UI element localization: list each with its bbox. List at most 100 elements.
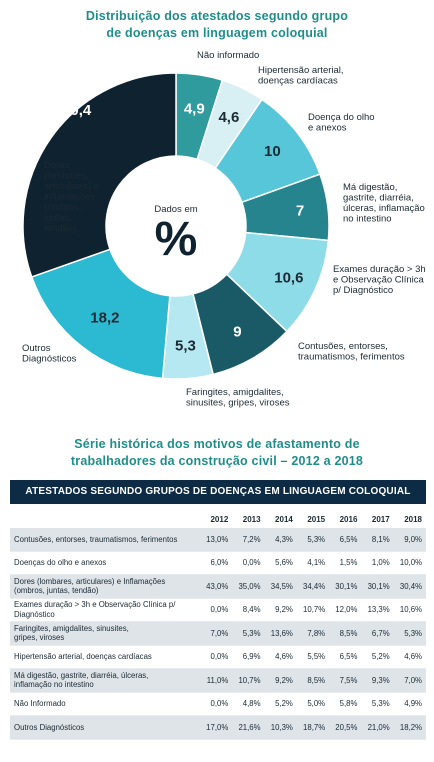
row-value-cell: 7,8% [296,621,330,646]
row-value-cell: 7,0% [393,668,426,693]
slice-category-label: Contusões, entorses, traumatismos, ferime… [298,341,405,363]
row-value-cell: 43,0% [200,574,233,599]
historical-table: 2012 2013 2014 2015 2016 2017 2018 Contu… [10,510,426,740]
row-value-cell: 13,0% [200,528,233,552]
slice-category-label: Doença do olho e anexos [308,112,375,134]
center-percent-symbol: % [155,213,198,266]
slice-value-label: 18,2 [90,310,119,327]
donut-title-line-1: Distribuição dos atestados segundo grupo [85,9,349,23]
row-value-cell: 9,0% [393,528,426,552]
row-category-name: Não Informado [10,692,200,716]
row-category-name: Má digestão, gastrite, diarréia, úlceras… [10,668,200,693]
donut-slice [22,72,177,278]
row-value-cell: 21,6% [232,715,265,740]
row-value-cell: 1,5% [329,551,362,575]
row-value-cell: 0,0% [200,645,233,669]
year-header: 2016 [339,514,358,524]
row-category-name: Dores (lombares, articulares) e Inflamaç… [10,574,200,599]
row-value-cell: 10,7% [232,668,265,693]
slice-value-label: 10 [264,143,281,160]
row-value-cell: 4,9% [393,692,426,716]
table-row: Dores (lombares, articulares) e Inflamaç… [10,574,426,599]
row-value-cell: 5,3% [296,528,330,552]
row-value-cell: 8,5% [296,668,330,693]
table-row: Hipertensão arterial, doenças cardíacas 0… [10,645,426,669]
row-value-cell: 13,3% [361,598,394,622]
row-value-cell: 6,0% [200,551,233,575]
row-value-cell: 4,1% [296,551,330,575]
row-category-name: Faringites, amigdalites, sinusites, gripe… [10,621,200,646]
row-value-cell: 7,5% [329,668,362,693]
table-row: Outros Diagnósticos 17,0% 21,6% 10,3% 18,7% 2… [10,715,426,740]
year-header: 2012 [210,514,229,524]
row-value-cell: 5,8% [329,692,362,716]
row-value-cell: 10,0% [393,551,426,575]
row-value-cell: 21,0% [361,715,394,740]
year-header: 2013 [242,514,261,524]
row-value-cell: 4,3% [264,528,297,552]
row-value-cell: 8,5% [329,621,362,646]
row-value-cell: 20,5% [329,715,362,740]
row-value-cell: 11,0% [200,668,233,693]
center-caption: Dados em [154,204,197,215]
year-header: 2014 [275,514,293,524]
row-value-cell: 0,0% [200,692,233,716]
table-header-bar: ATESTADOS SEGUNDO GRUPOS DE DOENÇAS EM L… [10,480,426,504]
row-value-cell: 7,2% [232,528,265,552]
row-value-cell: 34,4% [296,574,330,599]
row-category-name: Hipertensão arterial, doenças cardíacas [10,645,200,669]
slice-value-label: 5,3 [175,338,196,355]
row-value-cell: 4,8% [232,692,265,716]
row-value-cell: 13,6% [264,621,297,646]
row-category-name: Exames duração > 3h e Observação Clínica… [10,598,200,622]
slice-labels: Não informado Hipertensão arterial, doença… [22,50,426,409]
row-value-cell: 9,2% [264,668,297,693]
table-body: Contusões, entorses, traumatismos, ferim… [10,528,426,740]
row-value-cell: 30,1% [361,574,394,599]
year-header: 2017 [371,514,390,524]
row-value-cell: 5,3% [361,692,394,716]
row-category-name: Doenças do olho e anexos [10,551,200,575]
row-value-cell: 10,7% [296,598,330,622]
row-value-cell: 10,6% [393,598,426,622]
row-value-cell: 5,3% [232,621,265,646]
row-value-cell: 5,5% [296,645,330,669]
table-year-header: 2012 2013 2014 2015 2016 2017 2018 [10,510,426,528]
slice-value-label: 4,9 [184,100,205,117]
slice-value-label: 4,6 [218,109,239,126]
row-value-cell: 6,5% [329,645,362,669]
donut-slices [22,72,330,380]
row-value-cell: 30,1% [329,574,362,599]
table-row: Não Informado 0,0% 4,8% 5,2% 5,0% 5,8% 5,3% 4,9… [10,692,426,716]
row-value-cell: 0,0% [200,598,233,622]
slice-category-label: Má digestão, gastrite, diarréia, úlceras, … [343,182,425,225]
row-value-cell: 5,0% [296,692,330,716]
row-value-cell: 4,6% [264,645,297,669]
row-value-cell: 1,0% [361,551,394,575]
row-value-cell: 18,7% [296,715,330,740]
year-header: 2015 [307,514,326,524]
row-value-cell: 30,4% [393,574,426,599]
row-value-cell: 4,6% [393,645,426,669]
row-value-cell: 17,0% [200,715,233,740]
year-header: 2018 [404,514,422,524]
row-value-cell: 5,3% [393,621,426,646]
slice-category-label: Dores (lombares, articulares) e Inflamações… [43,160,99,234]
donut-slice [30,248,171,380]
slice-category-label: Faringites, amigdalites, sinusites, gripe… [186,387,290,409]
row-value-cell: 12,0% [329,598,362,622]
row-value-cell: 34,5% [264,574,297,599]
row-value-cell: 8,1% [361,528,394,552]
table-row: Faringites, amigdalites, sinusites, gripe… [10,621,426,646]
slice-value-label: 9 [233,323,241,340]
row-value-cell: 6,5% [329,528,362,552]
slice-category-label: Não informado [197,50,259,61]
table-row: Exames duração > 3h e Observação Clínica… [10,598,426,622]
row-value-cell: 9,3% [361,668,394,693]
slice-category-label: Exames duração > 3h e Observação Clínica p… [333,264,426,296]
row-value-cell: 6,7% [361,621,394,646]
slice-value-label: 7 [296,202,304,219]
row-value-cell: 18,2% [393,715,426,740]
slice-value-label: 30,4 [62,102,92,119]
row-value-cell: 8,4% [232,598,265,622]
